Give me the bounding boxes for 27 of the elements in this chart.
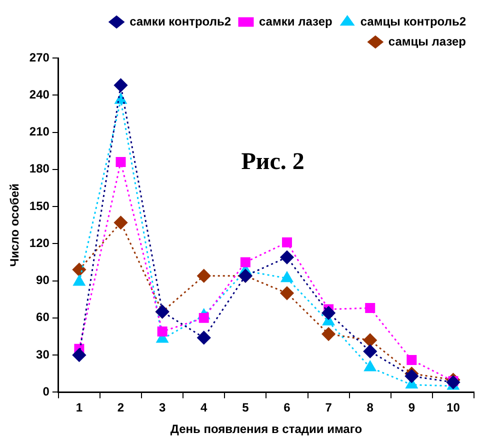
legend-label: самки лазер: [258, 14, 332, 28]
y-tick-label: 240: [29, 87, 50, 102]
y-tick-label: 150: [29, 198, 50, 213]
x-tick-label: 1: [76, 400, 83, 415]
y-tick-label: 120: [29, 236, 50, 250]
y-axis-title: Число особей: [8, 183, 22, 267]
y-tick-label: 0: [42, 384, 50, 399]
legend-label: самцы контроль2: [360, 14, 466, 28]
x-tick-label: 4: [200, 400, 208, 415]
x-tick-label: 2: [117, 400, 124, 415]
y-tick-label: 90: [36, 273, 50, 288]
y-tick-label: 270: [29, 50, 50, 64]
legend-label: самки контроль2: [130, 14, 232, 28]
annotation: Рис. 2: [241, 149, 304, 176]
x-tick-label: 10: [446, 400, 460, 415]
y-tick-label: 180: [29, 162, 50, 176]
x-tick-label: 7: [325, 400, 332, 415]
x-tick-label: 8: [366, 400, 374, 415]
x-axis-title: День появления в стадии имаго: [170, 422, 362, 436]
x-tick-label: 5: [242, 400, 250, 415]
y-tick-label: 60: [36, 310, 50, 324]
x-tick-label: 3: [158, 400, 166, 415]
y-tick-label: 210: [29, 124, 50, 139]
x-tick-label: 9: [408, 400, 416, 415]
x-tick-label: 6: [284, 400, 291, 415]
y-tick-label: 30: [36, 347, 50, 362]
legend-label: самцы лазер: [388, 34, 466, 48]
